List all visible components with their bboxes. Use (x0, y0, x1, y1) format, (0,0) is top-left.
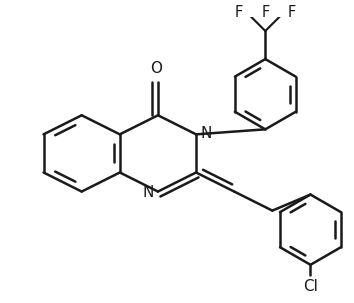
Text: F: F (261, 5, 269, 20)
Text: N: N (200, 126, 211, 141)
Text: N: N (143, 185, 154, 200)
Text: Cl: Cl (303, 279, 318, 294)
Text: F: F (287, 5, 296, 20)
Text: O: O (150, 61, 162, 76)
Text: F: F (235, 5, 243, 20)
